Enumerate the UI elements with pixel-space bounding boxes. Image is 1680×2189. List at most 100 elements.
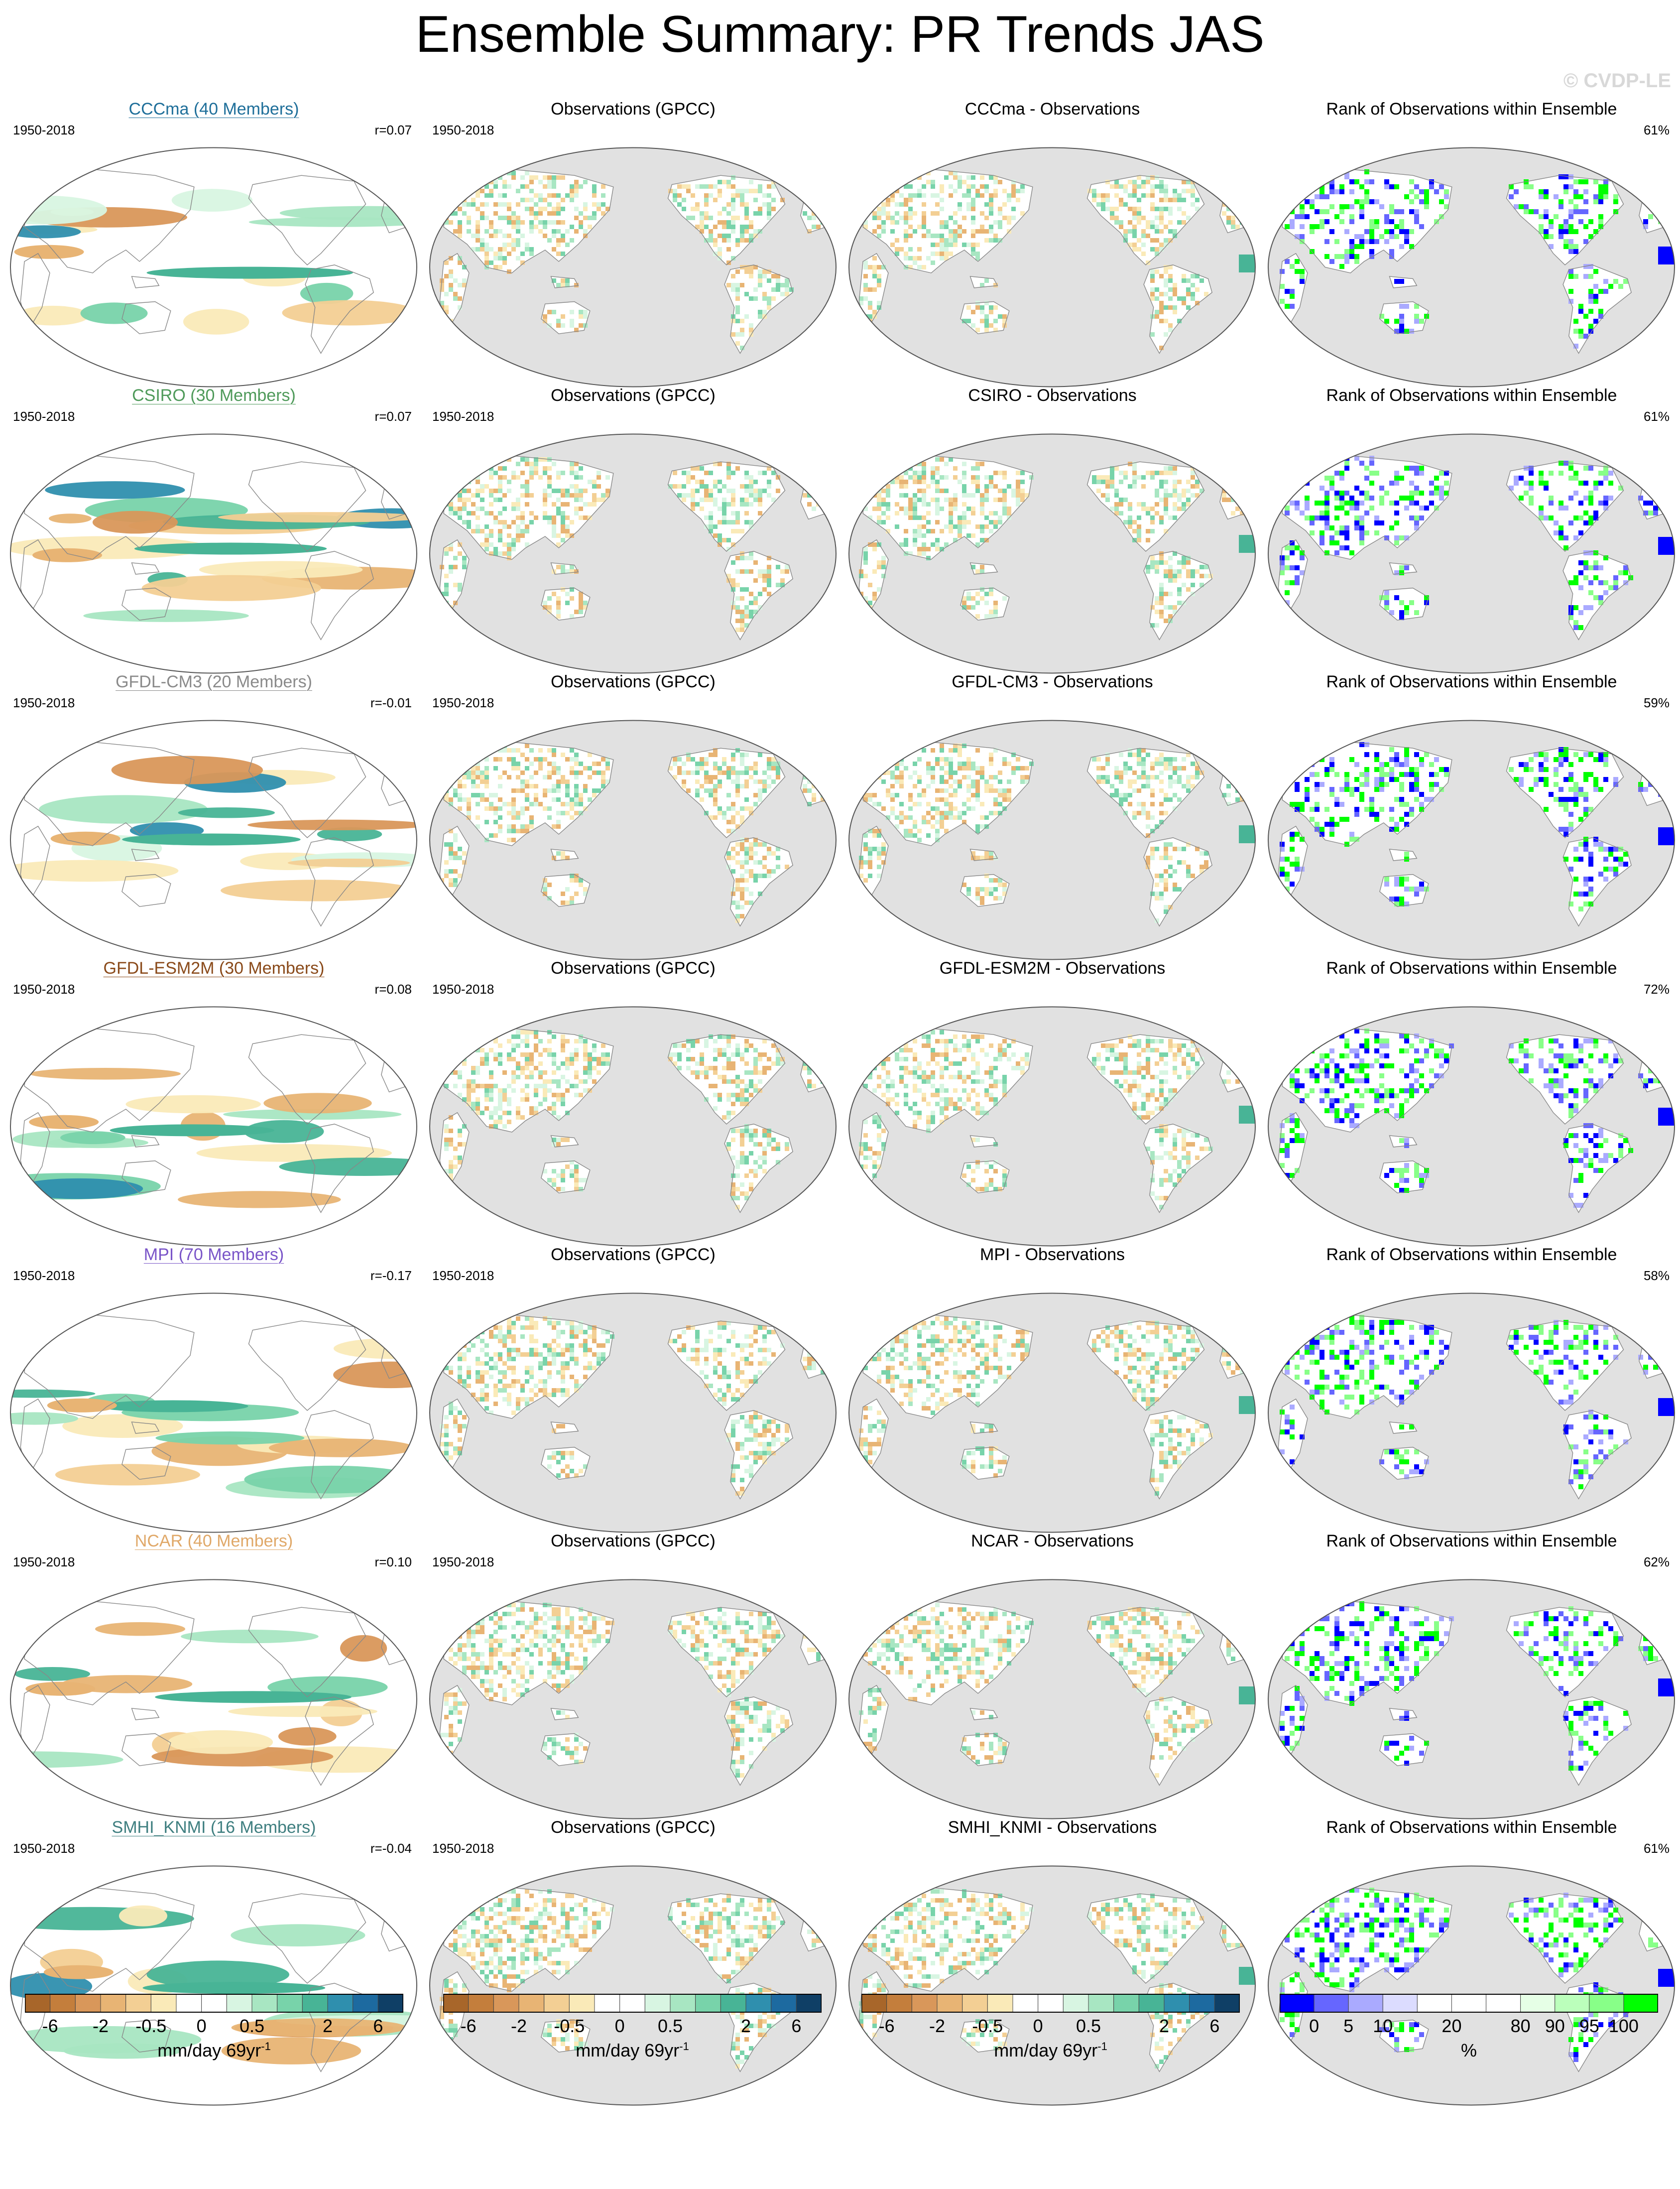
colorbar-swatch [720, 1994, 746, 2013]
colorbar-swatch [25, 1994, 51, 2013]
colorbar-unit-exponent: -1 [679, 2040, 689, 2053]
colorbar-swatch [644, 1994, 671, 2013]
period-label: 1950-2018 [13, 1268, 75, 1283]
obs-title: Observations (GPCC) [551, 1532, 716, 1550]
colorbar-tick-label: -6 [461, 2016, 477, 2036]
map-obs [429, 147, 837, 387]
colorbar-tick-label: 80 [1511, 2016, 1531, 2036]
map-model [10, 1579, 417, 1819]
obs-title: Observations (GPCC) [551, 672, 716, 691]
obs-title: Observations (GPCC) [551, 1818, 716, 1837]
panel-smhi_knmi-rank: Rank of Observations within Ensemble 61% [1262, 1818, 1680, 2106]
colorbar-rank: 0 5 10 20 80 90 95 100% [1280, 1992, 1658, 2062]
diff-title: GFDL-CM3 - Observations [952, 672, 1153, 691]
colorbar-swatch [1555, 1994, 1590, 2013]
obs-title: Observations (GPCC) [551, 959, 716, 978]
map-obs [429, 433, 837, 674]
colorbar-tick-label: 100 [1609, 2016, 1639, 2036]
colorbar-swatch [1451, 1994, 1487, 2013]
panel-ncar-obs: Observations (GPCC) 1950-2018 [423, 1532, 843, 1819]
panel-ncar-rank: Rank of Observations within Ensemble 62% [1262, 1532, 1680, 1819]
colorbar-swatch [619, 1994, 645, 2013]
model-title: CSIRO (30 Members) [132, 386, 296, 405]
colorbar-swatch [1189, 1994, 1215, 2013]
colorbar-swatch [1214, 1994, 1240, 2013]
panel-cccma-obs: Observations (GPCC) 1950-2018 [423, 100, 843, 387]
panel-ncar-model: NCAR (40 Members) 1950-2018 r=0.10 [4, 1532, 424, 1819]
period-label: 1950-2018 [432, 695, 494, 710]
rank-percent-label: 59% [1643, 695, 1670, 710]
map-rank [1268, 1006, 1675, 1247]
colorbar-swatch [75, 1994, 101, 2013]
colorbar-swatch [861, 1994, 887, 2013]
map-diff [848, 147, 1256, 387]
colorbar-swatch [1063, 1994, 1089, 2013]
panel-csiro-rank: Rank of Observations within Ensemble 61% [1262, 386, 1680, 674]
correlation-label: r=0.08 [374, 982, 412, 997]
colorbar-tick-label: 0 [615, 2016, 625, 2036]
rank-title: Rank of Observations within Ensemble [1326, 100, 1617, 119]
colorbar-swatch [1417, 1994, 1452, 2013]
model-title: GFDL-CM3 (20 Members) [116, 672, 312, 691]
colorbar-tick-label: -0.5 [972, 2016, 1003, 2036]
colorbar-tick-label: 6 [1209, 2016, 1219, 2036]
panel-gfdl-cm3-model: GFDL-CM3 (20 Members) 1950-2018 r=-0.01 [4, 672, 424, 960]
colorbar-unit-exponent: -1 [1097, 2040, 1107, 2053]
colorbar-tick-label: 2 [1159, 2016, 1169, 2036]
colorbar-swatch [443, 1994, 469, 2013]
map-model [10, 720, 417, 960]
period-label: 1950-2018 [13, 409, 75, 424]
colorbar-swatch [125, 1994, 151, 2013]
colorbar-tick-label: -2 [929, 2016, 945, 2036]
colorbar-swatch [987, 1994, 1013, 2013]
panel-mpi-model: MPI (70 Members) 1950-2018 r=-0.17 [4, 1245, 424, 1533]
colorbar-tick-label: -6 [879, 2016, 895, 2036]
colorbar-swatch [50, 1994, 76, 2013]
colorbar-tick-label: 95 [1579, 2016, 1599, 2036]
correlation-label: r=0.10 [374, 1554, 412, 1569]
panel-smhi_knmi-model: SMHI_KNMI (16 Members) 1950-2018 r=-0.04 [4, 1818, 424, 2106]
map-model [10, 1865, 417, 2106]
model-title: CCCma (40 Members) [128, 100, 299, 119]
panel-ncar-diff: NCAR - Observations [842, 1532, 1262, 1819]
colorbar-tick-label: 0.5 [1076, 2016, 1101, 2036]
diff-title: CSIRO - Observations [968, 386, 1137, 405]
rank-percent-label: 72% [1643, 982, 1670, 997]
colorbar-swatch [886, 1994, 912, 2013]
colorbar-swatch [1520, 1994, 1556, 2013]
colorbar-swatch [937, 1994, 963, 2013]
period-label: 1950-2018 [13, 1554, 75, 1569]
map-diff [848, 1579, 1256, 1819]
map-diff [848, 433, 1256, 674]
correlation-label: r=0.07 [374, 409, 412, 424]
colorbar-tick-label: -0.5 [135, 2016, 166, 2036]
colorbar-swatch [962, 1994, 988, 2013]
colorbar-swatch [1088, 1994, 1114, 2013]
map-rank [1268, 147, 1675, 387]
colorbar-swatch [569, 1994, 595, 2013]
colorbar-swatch [594, 1994, 620, 2013]
model-title: NCAR (40 Members) [134, 1532, 293, 1550]
colorbar-swatch [1623, 1994, 1658, 2013]
colorbar-swatch [493, 1994, 519, 2013]
panel-gfdl-esm2m-diff: GFDL-ESM2M - Observations [842, 959, 1262, 1247]
colorbar-swatch [544, 1994, 570, 2013]
map-obs [429, 1292, 837, 1533]
map-diff [848, 720, 1256, 960]
colorbar-tick-label: 2 [741, 2016, 751, 2036]
panel-gfdl-esm2m-rank: Rank of Observations within Ensemble 72% [1262, 959, 1680, 1247]
colorbar-svg: 0 5 10 20 80 90 95 100 [1280, 1994, 1658, 2036]
colorbar-swatch [670, 1994, 696, 2013]
map-rank [1268, 433, 1675, 674]
colorbar-swatch [1113, 1994, 1139, 2013]
map-model [10, 147, 417, 387]
colorbar-swatch [771, 1994, 797, 2013]
colorbar-swatch [1382, 1994, 1418, 2013]
colorbar-tick-label: 0 [1309, 2016, 1319, 2036]
colorbar-swatch [1486, 1994, 1521, 2013]
colorbar-swatch [518, 1994, 545, 2013]
map-rank [1268, 1292, 1675, 1533]
panel-cccma-rank: Rank of Observations within Ensemble 61% [1262, 100, 1680, 387]
map-rank [1268, 720, 1675, 960]
diff-title: GFDL-ESM2M - Observations [939, 959, 1166, 978]
